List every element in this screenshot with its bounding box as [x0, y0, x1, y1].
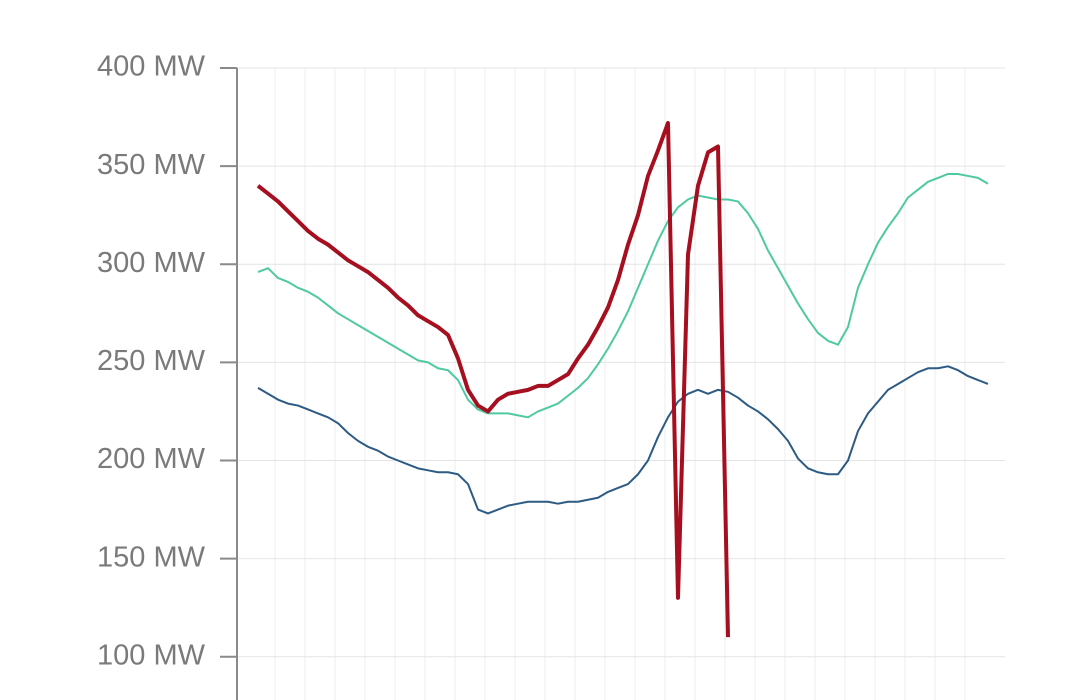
y-tick-label: 400 MW [97, 51, 206, 83]
y-tick-label: 250 MW [97, 345, 206, 377]
y-tick-label: 100 MW [97, 639, 206, 671]
y-tick-label: 350 MW [97, 149, 206, 181]
y-tick-label: 200 MW [97, 443, 206, 475]
series-line [256, 120, 730, 638]
series-line [257, 172, 989, 419]
y-tick-label: 150 MW [97, 541, 206, 573]
series-line [257, 365, 989, 515]
y-tick-label: 300 MW [97, 247, 206, 279]
